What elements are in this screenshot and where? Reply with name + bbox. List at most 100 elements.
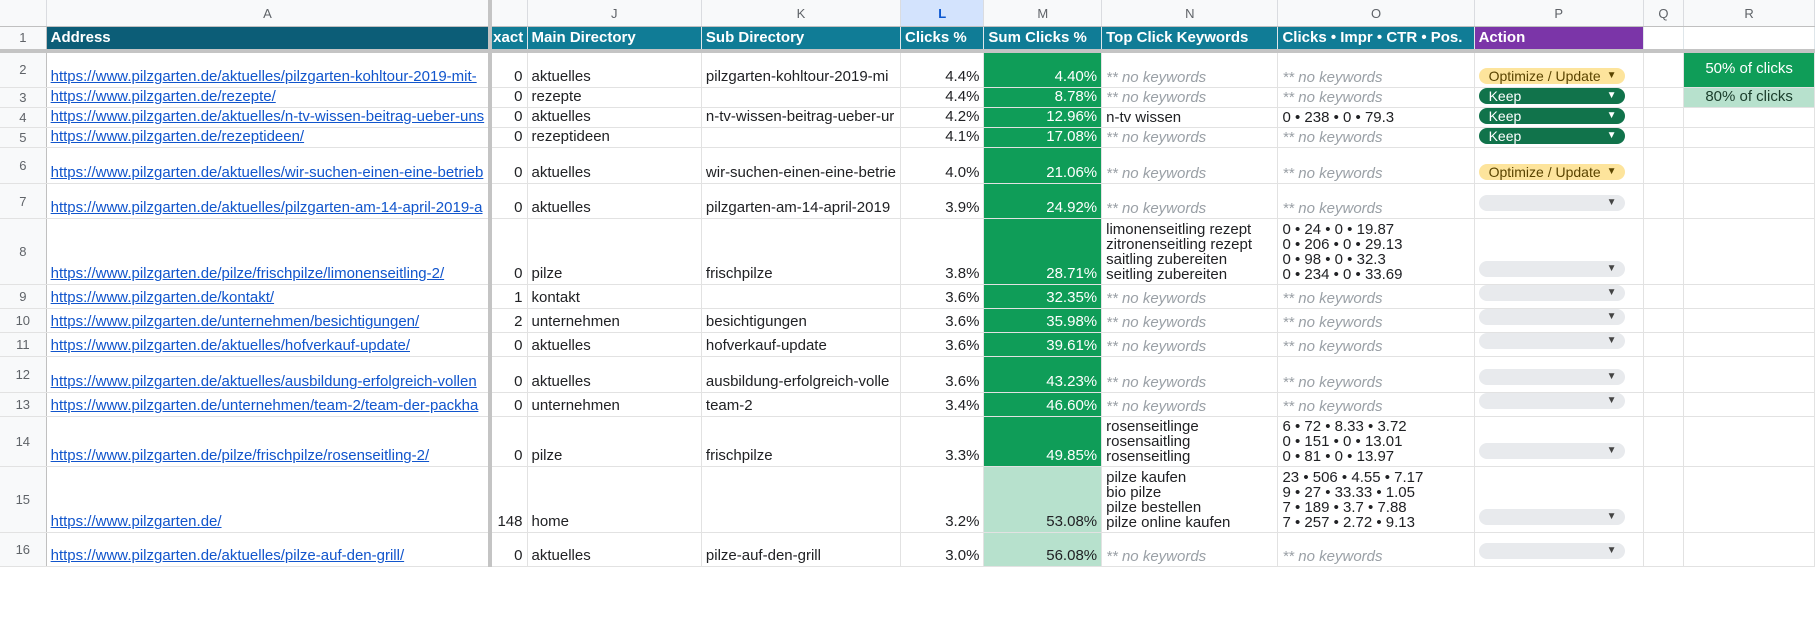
action-dropdown[interactable]: ▼ xyxy=(1478,333,1625,349)
empty-cell-q[interactable] xyxy=(1643,127,1685,148)
action-dropdown[interactable]: ▼ xyxy=(1478,393,1625,409)
header-empty-q[interactable] xyxy=(1643,26,1685,53)
exact-cell[interactable]: 0 xyxy=(490,332,528,357)
keywords-cell[interactable]: ** no keywords xyxy=(1101,284,1279,309)
action-cell[interactable]: ▼ xyxy=(1474,218,1644,285)
keywords-cell[interactable]: ** no keywords xyxy=(1101,183,1279,219)
stats-cell[interactable]: 23 • 506 • 4.55 • 7.17 9 • 27 • 33.33 • 1… xyxy=(1277,466,1475,533)
action-cell[interactable]: Optimize / Update ▼ xyxy=(1474,50,1644,88)
sub-directory-cell[interactable]: frischpilze xyxy=(701,218,902,285)
exact-cell[interactable]: 2 xyxy=(490,308,528,333)
action-dropdown[interactable]: Optimize / Update ▼ xyxy=(1478,164,1625,180)
address-cell[interactable]: https://www.pilzgarten.de/unternehmen/be… xyxy=(46,308,493,333)
action-dropdown[interactable]: ▼ xyxy=(1478,443,1625,459)
empty-cell-r[interactable] xyxy=(1683,532,1815,567)
row-number[interactable]: 11 xyxy=(0,332,47,357)
empty-cell-q[interactable] xyxy=(1643,308,1685,333)
action-cell[interactable]: Optimize / Update ▼ xyxy=(1474,147,1644,184)
column-header-Q[interactable]: Q xyxy=(1643,0,1685,27)
column-header-R[interactable]: R xyxy=(1683,0,1815,27)
main-directory-cell[interactable]: aktuelles xyxy=(527,50,702,88)
sub-directory-cell[interactable]: hofverkauf-update xyxy=(701,332,902,357)
clicks-pct-cell[interactable]: 3.6% xyxy=(900,308,985,333)
address-link[interactable]: https://www.pilzgarten.de/ xyxy=(50,513,222,530)
address-link[interactable]: https://www.pilzgarten.de/pilze/frischpi… xyxy=(50,265,445,282)
empty-cell-r[interactable] xyxy=(1683,466,1815,533)
stats-cell[interactable]: ** no keywords xyxy=(1277,308,1475,333)
address-cell[interactable]: https://www.pilzgarten.de/aktuelles/pilz… xyxy=(46,50,493,88)
sum-clicks-cell[interactable]: 4.40% xyxy=(983,50,1103,88)
keywords-cell[interactable]: n-tv wissen xyxy=(1101,107,1279,128)
keywords-cell[interactable]: ** no keywords xyxy=(1101,356,1279,393)
row-number[interactable]: 16 xyxy=(0,532,47,567)
exact-cell[interactable]: 148 xyxy=(490,466,528,533)
empty-cell-q[interactable] xyxy=(1643,107,1685,128)
address-link[interactable]: https://www.pilzgarten.de/aktuelles/ausb… xyxy=(50,373,477,390)
stats-cell[interactable]: ** no keywords xyxy=(1277,183,1475,219)
row-number[interactable]: 8 xyxy=(0,218,47,285)
action-dropdown[interactable]: Keep ▼ xyxy=(1478,128,1625,144)
empty-cell-r[interactable] xyxy=(1683,332,1815,357)
action-dropdown[interactable]: ▼ xyxy=(1478,195,1625,211)
sum-clicks-cell[interactable]: 49.85% xyxy=(983,416,1103,467)
main-directory-cell[interactable]: aktuelles xyxy=(527,332,702,357)
stats-cell[interactable]: ** no keywords xyxy=(1277,284,1475,309)
sub-directory-cell[interactable] xyxy=(701,127,902,148)
empty-cell-q[interactable] xyxy=(1643,147,1685,184)
clicks-pct-cell[interactable]: 4.4% xyxy=(900,50,985,88)
address-cell[interactable]: https://www.pilzgarten.de/unternehmen/te… xyxy=(46,392,493,417)
row-number[interactable]: 5 xyxy=(0,127,47,148)
address-link[interactable]: https://www.pilzgarten.de/aktuelles/wir-… xyxy=(50,164,484,181)
empty-cell-q[interactable] xyxy=(1643,284,1685,309)
empty-cell-r[interactable] xyxy=(1683,356,1815,393)
empty-cell-r[interactable] xyxy=(1683,308,1815,333)
empty-cell-r[interactable] xyxy=(1683,127,1815,148)
keywords-cell[interactable]: rosenseitlinge rosensaitling rosenseitling xyxy=(1101,416,1279,467)
sum-clicks-cell[interactable]: 39.61% xyxy=(983,332,1103,357)
address-cell[interactable]: https://www.pilzgarten.de/pilze/frischpi… xyxy=(46,218,493,285)
sub-directory-cell[interactable]: frischpilze xyxy=(701,416,902,467)
row-number[interactable]: 4 xyxy=(0,107,47,128)
action-cell[interactable]: Keep ▼ xyxy=(1474,87,1644,108)
address-link[interactable]: https://www.pilzgarten.de/aktuelles/pilz… xyxy=(50,199,483,216)
main-directory-cell[interactable]: aktuelles xyxy=(527,356,702,393)
row-number[interactable]: 3 xyxy=(0,87,47,108)
sub-directory-cell[interactable]: ausbildung-erfolgreich-volle xyxy=(701,356,902,393)
sub-directory-cell[interactable] xyxy=(701,466,902,533)
address-cell[interactable]: https://www.pilzgarten.de/aktuelles/ausb… xyxy=(46,356,493,393)
main-directory-cell[interactable]: unternehmen xyxy=(527,308,702,333)
empty-cell-r[interactable] xyxy=(1683,416,1815,467)
header-clicks-impr-ctr-pos[interactable]: Clicks • Impr • CTR • Pos. xyxy=(1277,26,1475,53)
sum-clicks-cell[interactable]: 28.71% xyxy=(983,218,1103,285)
keywords-cell[interactable]: ** no keywords xyxy=(1101,392,1279,417)
address-cell[interactable]: https://www.pilzgarten.de/kontakt/ xyxy=(46,284,493,309)
exact-cell[interactable]: 0 xyxy=(490,218,528,285)
stats-cell[interactable]: ** no keywords xyxy=(1277,532,1475,567)
address-link[interactable]: https://www.pilzgarten.de/aktuelles/hofv… xyxy=(50,337,410,354)
action-dropdown[interactable]: ▼ xyxy=(1478,309,1625,325)
column-header-I[interactable] xyxy=(490,0,528,27)
legend-cell[interactable]: 80% of clicks xyxy=(1683,87,1815,108)
legend-cell[interactable]: 50% of clicks xyxy=(1683,50,1815,88)
address-link[interactable]: https://www.pilzgarten.de/aktuelles/pilz… xyxy=(50,68,477,85)
stats-cell[interactable]: 0 • 238 • 0 • 79.3 xyxy=(1277,107,1475,128)
clicks-pct-cell[interactable]: 3.2% xyxy=(900,466,985,533)
empty-cell-r[interactable] xyxy=(1683,107,1815,128)
address-link[interactable]: https://www.pilzgarten.de/aktuelles/pilz… xyxy=(50,547,405,564)
address-cell[interactable]: https://www.pilzgarten.de/ xyxy=(46,466,493,533)
sum-clicks-cell[interactable]: 12.96% xyxy=(983,107,1103,128)
clicks-pct-cell[interactable]: 3.6% xyxy=(900,332,985,357)
header-sum-clicks-pct[interactable]: Sum Clicks % xyxy=(983,26,1103,53)
clicks-pct-cell[interactable]: 3.9% xyxy=(900,183,985,219)
clicks-pct-cell[interactable]: 3.4% xyxy=(900,392,985,417)
action-dropdown[interactable]: ▼ xyxy=(1478,543,1625,559)
header-clicks-pct[interactable]: Clicks % xyxy=(900,26,985,53)
sum-clicks-cell[interactable]: 56.08% xyxy=(983,532,1103,567)
empty-cell-q[interactable] xyxy=(1643,466,1685,533)
action-cell[interactable]: ▼ xyxy=(1474,308,1644,333)
row-number[interactable]: 13 xyxy=(0,392,47,417)
stats-cell[interactable]: ** no keywords xyxy=(1277,87,1475,108)
main-directory-cell[interactable]: rezeptideen xyxy=(527,127,702,148)
exact-cell[interactable]: 0 xyxy=(490,50,528,88)
empty-cell-q[interactable] xyxy=(1643,532,1685,567)
